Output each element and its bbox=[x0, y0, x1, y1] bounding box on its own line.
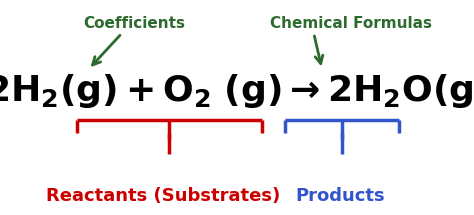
Text: Products: Products bbox=[296, 187, 385, 205]
Text: Chemical Formulas: Chemical Formulas bbox=[270, 16, 432, 31]
Text: Coefficients: Coefficients bbox=[83, 16, 185, 31]
Text: Reactants (Substrates): Reactants (Substrates) bbox=[46, 187, 281, 205]
Text: $\mathbf{2H_2(g) + O_2\ (g) \rightarrow 2H_2O(g)}$: $\mathbf{2H_2(g) + O_2\ (g) \rightarrow … bbox=[0, 72, 474, 109]
